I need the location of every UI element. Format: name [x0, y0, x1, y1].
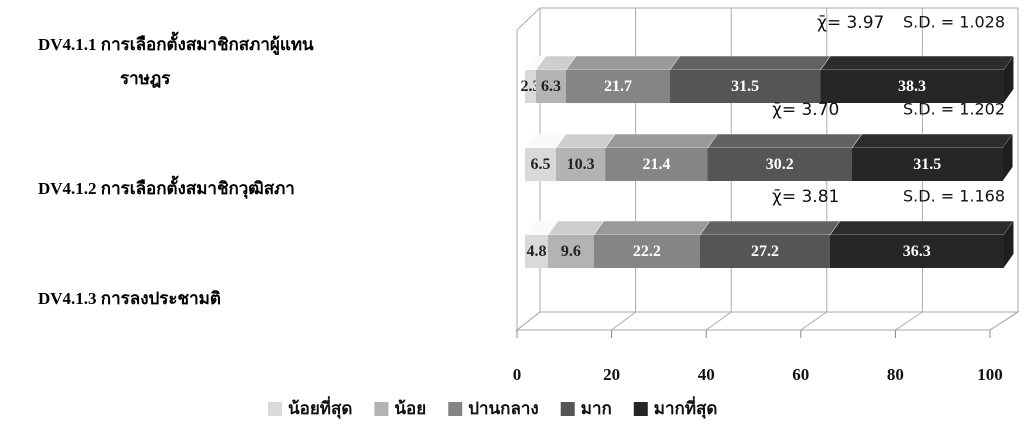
data-label: 31.5	[913, 156, 941, 173]
category-label: DV4.1.1 การเลือกตั้งสมาชิกสภาผู้แทนราษฎร	[38, 35, 314, 88]
category-label: DV4.1.2 การเลือกตั้งสมาชิกวุฒิสภา	[38, 179, 295, 198]
legend-swatch	[374, 402, 389, 416]
mean-label: χ̄= 3.97	[817, 13, 884, 33]
legend-swatch	[268, 402, 282, 416]
bar-top	[829, 220, 1014, 236]
x-tick-label: 80	[887, 365, 904, 384]
legend-label: มาก	[581, 399, 612, 418]
legend-swatch	[633, 402, 648, 416]
bar	[669, 70, 821, 103]
category-label: DV4.1.3 การลงประชามติ	[38, 289, 221, 308]
sd-label: S.D. = 1.168	[903, 187, 1005, 206]
legend-swatch	[448, 402, 463, 416]
grid-line	[705, 311, 732, 331]
data-label: 9.6	[561, 243, 581, 260]
bar-top	[593, 220, 711, 236]
grid-line	[895, 311, 923, 331]
bar	[699, 235, 830, 268]
bar	[547, 235, 594, 268]
data-label: 4.8	[526, 243, 546, 260]
grid-line	[989, 311, 1019, 331]
sd-label: S.D. = 1.202	[903, 100, 1005, 119]
bar-top	[851, 133, 1014, 149]
bar	[820, 70, 1004, 103]
bar-top	[555, 133, 616, 149]
x-tick-label: 20	[603, 365, 620, 384]
bar	[593, 235, 700, 268]
legend-swatch	[560, 402, 575, 416]
data-label: 21.7	[604, 78, 632, 95]
legend-label: ปานกลาง	[468, 399, 539, 418]
data-label: 27.2	[751, 243, 779, 260]
data-label: 38.3	[898, 78, 926, 95]
grid-line	[800, 311, 828, 331]
data-label: 30.2	[766, 156, 794, 173]
legend-label: น้อย	[394, 399, 426, 418]
bar	[829, 235, 1004, 268]
bar	[525, 235, 548, 268]
data-label: 10.3	[567, 156, 595, 173]
data-label: 21.4	[642, 156, 670, 173]
data-label: 36.3	[903, 243, 931, 260]
x-tick-label: 40	[698, 365, 715, 384]
bar	[556, 148, 606, 181]
bar-side	[1003, 56, 1014, 103]
mean-label: χ̄= 3.81	[772, 187, 839, 207]
floor	[515, 311, 1020, 331]
bar-top	[604, 133, 719, 149]
mean-label: χ̄= 3.70	[772, 100, 839, 120]
bar-side	[1003, 221, 1014, 268]
bar	[707, 148, 852, 181]
x-tick-label: 60	[792, 365, 809, 384]
legend-label: น้อยที่สุด	[288, 396, 352, 419]
bar-top	[565, 55, 681, 71]
data-label: 6.3	[541, 78, 561, 95]
data-label: 6.5	[531, 156, 551, 173]
bar	[605, 148, 708, 181]
bar-top	[707, 133, 863, 149]
grid-line	[611, 311, 636, 331]
grid-line	[516, 311, 541, 331]
bar	[525, 70, 536, 103]
sd-label: S.D. = 1.028	[903, 13, 1005, 32]
bar	[566, 70, 670, 103]
data-label: 22.2	[633, 243, 661, 260]
bar-side	[1002, 134, 1013, 181]
bar-top	[699, 220, 841, 236]
bar	[525, 148, 557, 181]
side-wall	[516, 7, 541, 31]
bar	[535, 70, 567, 103]
x-tick-label: 0	[513, 365, 522, 384]
x-tick-label: 100	[977, 365, 1003, 384]
bar-top	[669, 55, 831, 71]
legend-label: มากที่สุด	[654, 396, 718, 419]
data-label: 31.5	[731, 78, 759, 95]
bar-top	[819, 55, 1014, 71]
bar	[851, 148, 1003, 181]
data-label: 2.3	[520, 78, 540, 95]
